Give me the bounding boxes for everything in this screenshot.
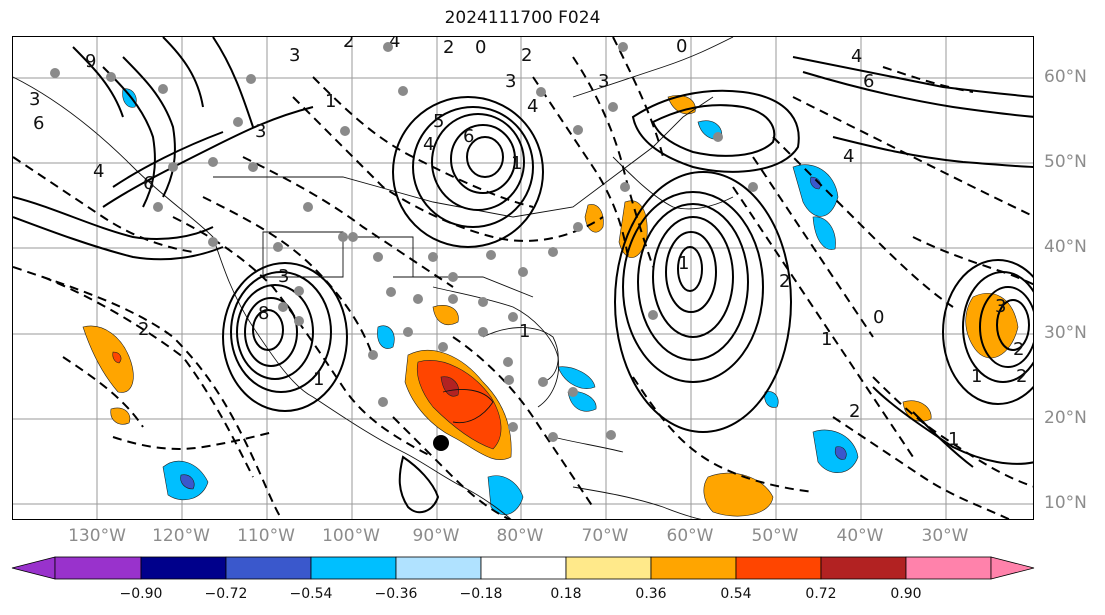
contour-label: 1 bbox=[325, 91, 336, 112]
contour-label: 6 bbox=[863, 71, 874, 92]
lat-label: 50°N bbox=[1044, 152, 1087, 172]
lon-label: 100°W bbox=[322, 526, 380, 546]
contour-label: 1 bbox=[971, 366, 982, 387]
contour-label: 0 bbox=[873, 307, 884, 328]
lat-label: 60°N bbox=[1044, 67, 1087, 87]
contour-label: 9 bbox=[85, 51, 96, 72]
colorbar-extend-low bbox=[11, 556, 56, 580]
lat-label: 20°N bbox=[1044, 408, 1087, 428]
contour-label: 6 bbox=[143, 173, 154, 194]
contour-label: 2 bbox=[1013, 339, 1024, 360]
lon-label: 60°W bbox=[666, 526, 714, 546]
contour-label: 4 bbox=[423, 134, 434, 155]
contour-label: 1 bbox=[511, 153, 522, 174]
colorbar-extend-high bbox=[990, 556, 1035, 580]
lat-label: 10°N bbox=[1044, 493, 1087, 513]
contour-label: 3 bbox=[598, 71, 609, 92]
contour-label: 6 bbox=[463, 126, 474, 147]
contour-label: 1 bbox=[821, 329, 832, 350]
storm-center-marker bbox=[433, 435, 449, 451]
contour-label: 3 bbox=[289, 45, 300, 66]
contour-label: 1 bbox=[519, 321, 530, 342]
lon-label: 130°W bbox=[68, 526, 126, 546]
contour-label: 0 bbox=[676, 37, 687, 57]
contour-label: 4 bbox=[527, 96, 538, 117]
lon-label: 30°W bbox=[921, 526, 969, 546]
lon-label: 50°W bbox=[751, 526, 799, 546]
colorbar-tick: 0.18 bbox=[550, 586, 582, 602]
colorbar-tick: −0.54 bbox=[289, 586, 333, 602]
contour-label: 3 bbox=[995, 296, 1006, 317]
lon-label: 70°W bbox=[581, 526, 629, 546]
station-markers bbox=[50, 42, 758, 442]
contour-label: 2 bbox=[343, 37, 354, 52]
contour-label: 2 bbox=[138, 319, 149, 340]
contour-label: 1 bbox=[678, 253, 689, 274]
colorbar-tick: 0.90 bbox=[890, 586, 922, 602]
shaded-fields bbox=[82, 88, 1019, 517]
lon-label: 40°W bbox=[836, 526, 884, 546]
weather-map-panel: 3 6 9 4 3 6 8 3 1 2 3 2 1 4 2 0 4 6 5 4 … bbox=[12, 36, 1034, 520]
contour-label: 2 bbox=[1016, 366, 1027, 387]
contour-label: 4 bbox=[851, 46, 862, 67]
contour-label: 4 bbox=[389, 37, 400, 52]
colorbar-tick: 0.72 bbox=[805, 586, 837, 602]
colorbar-tick: −0.18 bbox=[459, 586, 503, 602]
positive-contours bbox=[13, 37, 1033, 514]
colorbar-tick: −0.90 bbox=[119, 586, 163, 602]
contour-label: 8 bbox=[258, 303, 269, 324]
colorbar-tick: 0.54 bbox=[720, 586, 752, 602]
contour-label: 3 bbox=[505, 71, 516, 92]
coastlines bbox=[13, 37, 734, 519]
lon-label: 120°W bbox=[152, 526, 210, 546]
lon-label: 90°W bbox=[412, 526, 460, 546]
lat-label: 40°N bbox=[1044, 237, 1087, 257]
contour-labels: 3 6 9 4 3 6 8 3 1 2 3 2 1 4 2 0 4 6 5 4 … bbox=[29, 37, 1027, 450]
contour-label: 1 bbox=[948, 429, 959, 450]
contour-label: 0 bbox=[475, 37, 486, 58]
colorbar bbox=[11, 556, 1035, 580]
contour-label: 2 bbox=[521, 45, 532, 66]
contour-label: 4 bbox=[93, 161, 104, 182]
contour-label: 3 bbox=[29, 89, 40, 110]
contour-label: 2 bbox=[779, 271, 790, 292]
contour-label: 1 bbox=[313, 369, 324, 390]
colorbar-tick: 0.36 bbox=[635, 586, 667, 602]
lon-label: 80°W bbox=[496, 526, 544, 546]
colorbar-tick: −0.72 bbox=[204, 586, 248, 602]
contour-label: 5 bbox=[433, 111, 444, 132]
contour-label: 6 bbox=[33, 113, 44, 134]
contour-label: 2 bbox=[443, 37, 454, 58]
lat-label: 30°N bbox=[1044, 323, 1087, 343]
colorbar-tick: −0.36 bbox=[374, 586, 418, 602]
map-canvas: 3 6 9 4 3 6 8 3 1 2 3 2 1 4 2 0 4 6 5 4 … bbox=[13, 37, 1033, 519]
contour-label: 3 bbox=[255, 121, 266, 142]
lon-label: 110°W bbox=[237, 526, 295, 546]
contour-label: 3 bbox=[278, 266, 289, 287]
contour-label: 2 bbox=[849, 401, 860, 422]
map-title: 2024111700 F024 bbox=[444, 8, 601, 28]
contour-label: 4 bbox=[843, 146, 854, 167]
